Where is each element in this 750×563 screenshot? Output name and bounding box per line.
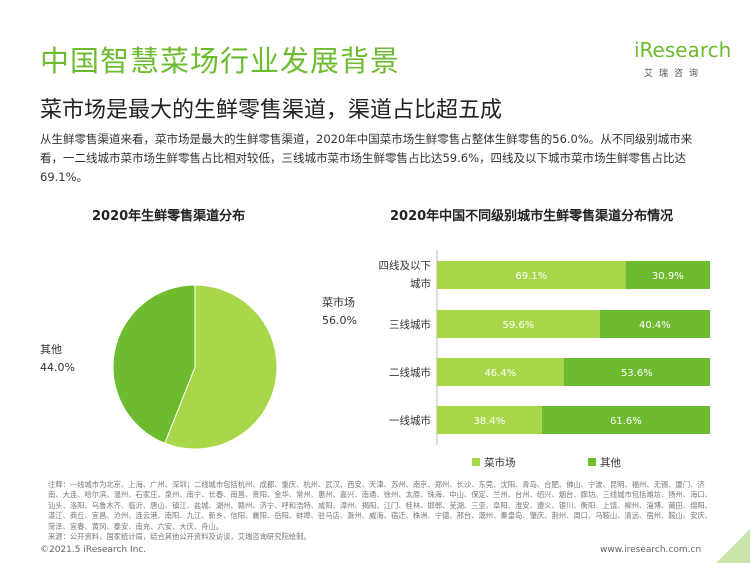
copyright: ©2021.5 iResearch Inc. bbox=[40, 545, 147, 555]
pie-value-label-0: 56.0% bbox=[322, 314, 357, 327]
stacked-bar-chart: 69.1% 30.9% 四线及以下城市 59.6% 40.4% 三线城市 46.4% 53.6… bbox=[379, 250, 710, 469]
bar-0-0 bbox=[437, 261, 626, 289]
bar-value-label-0-1: 30.9% bbox=[652, 271, 684, 282]
pie-slice-0 bbox=[164, 284, 278, 450]
pie-slice-1 bbox=[112, 284, 196, 444]
bar-value-label-1-1: 40.4% bbox=[639, 320, 671, 331]
logo-wordmark: iResearch bbox=[634, 38, 732, 62]
bar-value-label-1-0: 59.6% bbox=[502, 320, 534, 331]
page-title: 中国智慧菜场行业发展背景 bbox=[40, 44, 401, 78]
bar-value-label-3-1: 61.6% bbox=[610, 416, 642, 427]
bar-category-label-2: 二线城市 bbox=[389, 366, 431, 379]
bar-0-1 bbox=[625, 261, 710, 289]
bar-value-label-0-0: 69.1% bbox=[515, 271, 547, 282]
iresearch-logo: iResearch 艾瑞咨询 bbox=[634, 38, 731, 88]
bar-category-label-0: 四线及以下 bbox=[379, 259, 432, 272]
corner-decoration bbox=[716, 529, 750, 563]
logo-chinese-name: 艾瑞咨询 bbox=[644, 69, 705, 79]
bar-category-label-3: 一线城市 bbox=[389, 414, 431, 427]
bar-2-0 bbox=[437, 358, 564, 386]
bar-3-0 bbox=[437, 406, 542, 434]
bar-3-1 bbox=[541, 406, 710, 434]
intro-paragraph: 从生鲜零售渠道来看，菜市场是最大的生鲜零售渠道，2020年中国菜市场生鲜零售占整… bbox=[40, 132, 693, 184]
website-link[interactable]: www.iresearch.com.cn bbox=[600, 545, 702, 555]
bar-category-label-0-line2: 城市 bbox=[410, 277, 431, 290]
notes-text: 注释：一线城市为北京、上海、广州、深圳；二线城市包括杭州、成都、重庆、杭州、武汉… bbox=[48, 480, 713, 531]
legend-swatch-1 bbox=[588, 458, 596, 466]
legend-swatch-0 bbox=[472, 458, 480, 466]
bar-1-1 bbox=[599, 310, 710, 338]
bar-2-1 bbox=[563, 358, 710, 386]
bar-value-label-2-1: 53.6% bbox=[621, 368, 653, 379]
bar-category-label-1: 三线城市 bbox=[389, 318, 431, 331]
pie-label-1: 其他 bbox=[40, 343, 62, 356]
bar-value-label-2-0: 46.4% bbox=[484, 368, 516, 379]
source-text: 来源：公开资料，国家统计局，结合其他公开资料及访谈，艾瑞咨询研究院绘制。 bbox=[48, 532, 311, 542]
pie-chart: 菜市场 56.0% 其他 44.0% bbox=[40, 284, 357, 450]
bar-chart-title: 2020年中国不同级别城市生鲜零售渠道分布情况 bbox=[390, 209, 674, 224]
page-subtitle: 菜市场是最大的生鲜零售渠道，渠道占比超五成 bbox=[40, 98, 503, 123]
bar-value-label-3-0: 38.4% bbox=[474, 416, 506, 427]
pie-label-0: 菜市场 bbox=[322, 295, 355, 309]
legend-label-0: 菜市场 bbox=[484, 456, 516, 469]
pie-value-label-1: 44.0% bbox=[40, 361, 75, 374]
notes-block: 注释：一线城市为北京、上海、广州、深圳；二线城市包括杭州、成都、重庆、杭州、武汉… bbox=[48, 480, 718, 542]
pie-chart-title: 2020年生鲜零售渠道分布 bbox=[92, 209, 246, 224]
bar-1-0 bbox=[437, 310, 600, 338]
legend-label-1: 其他 bbox=[600, 456, 621, 469]
